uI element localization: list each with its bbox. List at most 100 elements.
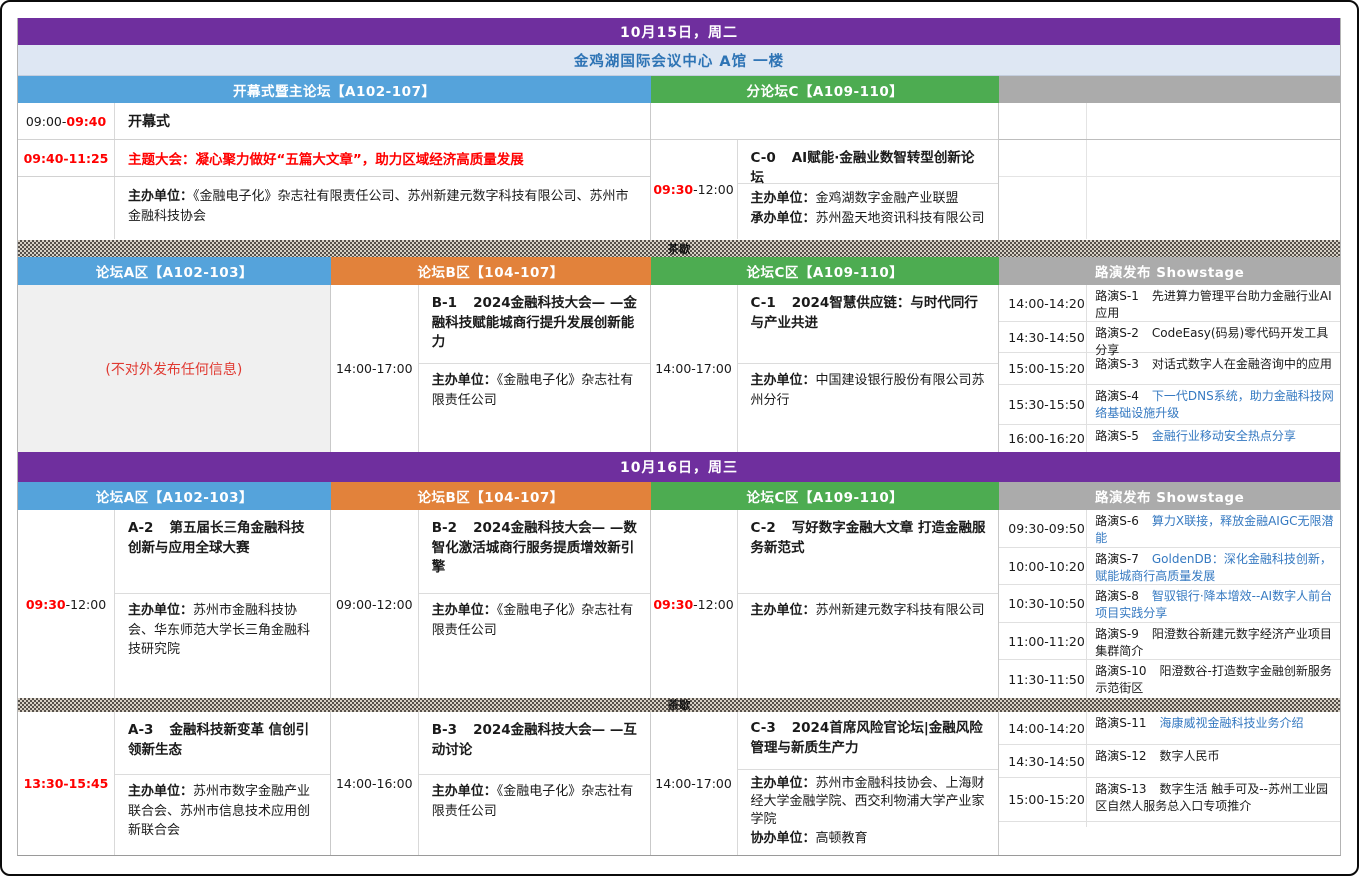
session-time: 09:30-12:00 [651, 510, 738, 698]
session-title: C-1 2024智慧供应链：与时代同行 与产业共进 [737, 285, 999, 364]
empty-cell [1087, 822, 1340, 827]
showstage-title: 数字生活 触手可及--苏州工业园区自然人服务总入口专项推介 [1095, 782, 1328, 814]
host-label: 主办单位： [431, 603, 497, 618]
empty-grid [999, 103, 1340, 240]
host-name: 苏州市金融科技协会、华东师范大学长三角金融科技研究院 [128, 603, 311, 657]
forum-header-a: 论坛A区【A102-103】 [18, 257, 331, 285]
showstage-title: 对话式数字人在金融咨询中的应用 [1151, 357, 1332, 371]
host-label: 主办单位： [128, 189, 194, 204]
showstage-title: 阳澄数谷-打造数字金融创新服务示范街区 [1095, 664, 1332, 696]
showstage-item: 路演S-7 GoldenDB：深化金融科技创新，赋能城商行高质量发展 [1087, 548, 1340, 584]
host-name: 《金融电子化》杂志社有限责任公司 [431, 784, 634, 819]
showstage-row: 11:00-11:20 路演S-9 阳澄数谷新建元数字经济产业项目集群简介 [999, 623, 1340, 660]
session-title: A-3 金融科技新变革 信创引领新生态 [115, 712, 330, 775]
forum-header-b: 论坛B区【104-107】 [330, 482, 651, 510]
showstage-title-link[interactable]: 海康威视金融科技业务介绍 [1159, 716, 1304, 730]
tea-break-banner: 茶歇 [18, 240, 1340, 257]
showstage-item: 路演S-11 海康威视金融科技业务介绍 [1087, 712, 1340, 744]
showstage-item: 路演S-6 算力X联接，释放金融AIGC无限潜能 [1087, 510, 1340, 547]
showstage-code: 路演S-5 [1095, 429, 1139, 443]
showstage-title-link[interactable]: 金融行业移动安全热点分享 [1151, 429, 1296, 443]
session-time: 14:00-17:00 [651, 712, 738, 855]
session-time: 09:30-12:00 [18, 510, 115, 698]
showstage-time: 10:00-10:20 [999, 548, 1088, 584]
showstage-row: 15:30-15:50 路演S-4 下一代DNS系统，助力金融科技网络基础设施升级 [999, 385, 1340, 425]
session-time: 14:00-16:00 [331, 712, 419, 855]
showstage-item: 路演S-9 阳澄数谷新建元数字经济产业项目集群简介 [1087, 623, 1340, 659]
forum-header-b: 论坛B区【104-107】 [330, 257, 651, 285]
host-name: 苏州新建元数字科技有限公司 [815, 603, 985, 618]
host-line: 主办单位：《金融电子化》杂志社有限责任公司、苏州新建元数字科技有限公司、苏州市金… [115, 177, 650, 239]
session-code: C-2 [750, 520, 776, 536]
organizer-name: 苏州盈天地资讯科技有限公司 [815, 210, 985, 226]
session-time: 09:30-12:00 [651, 140, 738, 239]
showstage-list: 09:30-09:50 路演S-6 算力X联接，释放金融AIGC无限潜能 10:0… [999, 510, 1340, 698]
showstage-time: 14:00-14:20 [999, 285, 1088, 321]
showstage-time: 16:00-16:20 [999, 425, 1088, 452]
session-title: C-0 AI赋能·金融业数智转型创新论坛 [737, 140, 999, 186]
showstage-title-link[interactable]: 算力X联接，释放金融AIGC无限潜能 [1095, 514, 1334, 546]
showstage-item: 路演S-10 阳澄数谷-打造数字金融创新服务示范街区 [1087, 660, 1340, 698]
showstage-code: 路演S-9 [1095, 627, 1139, 641]
showstage-title-link[interactable]: 下一代DNS系统，助力金融科技网络基础设施升级 [1095, 389, 1334, 421]
showstage-title-link[interactable]: GoldenDB：深化金融科技创新，赋能城商行高质量发展 [1095, 552, 1332, 584]
host-name: 苏州市数字金融产业联合会、苏州市信息技术应用创新联合会 [128, 784, 311, 838]
showstage-title: CodeEasy(码易)零代码开发工具分享 [1095, 326, 1329, 358]
showstage-code: 路演S-13 [1095, 782, 1147, 796]
host-name: 《金融电子化》杂志社有限责任公司 [431, 603, 634, 638]
session-code: B-2 [431, 520, 458, 536]
host-line: 主办单位：《金融电子化》杂志社有限责任公司 [419, 364, 650, 452]
showstage-title-link[interactable]: 智驭银行·降本增效--AI数字人前台项目实践分享 [1095, 589, 1333, 621]
showstage-row: 09:30-09:50 路演S-6 算力X联接，释放金融AIGC无限潜能 [999, 510, 1340, 548]
session-code: C-3 [750, 720, 776, 736]
organizer-label: 承办单位： [750, 210, 816, 226]
showstage-title: 先进算力管理平台助力金融行业AI应用 [1095, 289, 1332, 321]
host-line: 主办单位：苏州市数字金融产业联合会、苏州市信息技术应用创新联合会 [115, 775, 330, 855]
day2-date-banner: 10月16日，周三 [18, 452, 1340, 482]
showstage-item: 路演S-4 下一代DNS系统，助力金融科技网络基础设施升级 [1087, 385, 1340, 424]
showstage-time: 15:00-15:20 [999, 778, 1088, 821]
forum-header-empty [999, 76, 1340, 103]
showstage-time: 09:30-09:50 [999, 510, 1088, 547]
showstage-row: 11:30-11:50 路演S-10 阳澄数谷-打造数字金融创新服务示范街区 [999, 660, 1340, 698]
showstage-row: 14:30-14:50 路演S-12 数字人民币 [999, 745, 1340, 778]
showstage-row: 14:00-14:20 路演S-11 海康威视金融科技业务介绍 [999, 712, 1340, 745]
host-label: 主办单位： [750, 191, 816, 206]
notice-cell: (不对外发布任何信息) [18, 285, 331, 452]
showstage-code: 路演S-8 [1095, 589, 1139, 603]
session-time: 09:40-11:25 [18, 140, 115, 176]
showstage-item: 路演S-1 先进算力管理平台助力金融行业AI应用 [1087, 285, 1340, 321]
empty-cell [650, 103, 999, 140]
host-label: 主办单位： [128, 603, 194, 618]
showstage-row: 10:30-10:50 路演S-8 智驭银行·降本增效--AI数字人前台项目实践分… [999, 585, 1340, 623]
showstage-code: 路演S-10 [1095, 664, 1147, 678]
session-code: A-3 [128, 722, 154, 738]
host-line: 主办单位：苏州市金融科技协会、上海财经大学金融学院、西交利物浦大学产业家学院 协… [738, 770, 999, 855]
showstage-item: 路演S-2 CodeEasy(码易)零代码开发工具分享 [1087, 322, 1340, 357]
showstage-time: 15:00-15:20 [999, 353, 1088, 384]
empty-cell [999, 822, 1088, 827]
organizer-name: 高顿教育 [815, 830, 868, 846]
host-line: 主办单位：苏州市金融科技协会、华东师范大学长三角金融科技研究院 [115, 594, 330, 698]
session-code: C-0 [750, 150, 776, 166]
session-time: 14:00-17:00 [331, 285, 419, 452]
empty-cell [999, 822, 1340, 827]
session-title: 主题大会：凝心聚力做好“五篇大文章”，助力区域经济高质量发展 [128, 152, 524, 168]
host-line: 主办单位：金鸡湖数字金融产业联盟 承办单位：苏州盈天地资讯科技有限公司 [738, 184, 999, 239]
host-label: 主办单位： [750, 373, 816, 388]
showstage-title: 阳澄数谷新建元数字经济产业项目集群简介 [1095, 627, 1332, 659]
host-name: 《金融电子化》杂志社有限责任公司、苏州新建元数字科技有限公司、苏州市金融科技协会 [128, 189, 629, 224]
showstage-item: 路演S-12 数字人民币 [1087, 745, 1340, 777]
day1-date-banner: 10月15日，周二 [18, 18, 1340, 45]
forum-header-c: 论坛C区【A109-110】 [650, 257, 1000, 285]
forum-header-showstage: 路演发布 Showstage [999, 257, 1341, 285]
organizer-label: 协办单位： [750, 830, 816, 846]
showstage-row: 16:00-16:20 路演S-5 金融行业移动安全热点分享 [999, 425, 1340, 452]
host-line: 主办单位：《金融电子化》杂志社有限责任公司 [419, 775, 650, 855]
session-title: C-2 写好数字金融大文章 打造金融服务新范式 [737, 510, 999, 594]
showstage-code: 路演S-7 [1095, 552, 1139, 566]
host-name: 苏州市金融科技协会、上海财经大学金融学院、西交利物浦大学产业家学院 [750, 776, 985, 828]
host-label: 主办单位： [431, 373, 497, 388]
session-title: B-2 2024金融科技大会— —数智化激活城商行服务提质增效新引擎 [418, 510, 650, 594]
host-label: 主办单位： [750, 603, 816, 618]
